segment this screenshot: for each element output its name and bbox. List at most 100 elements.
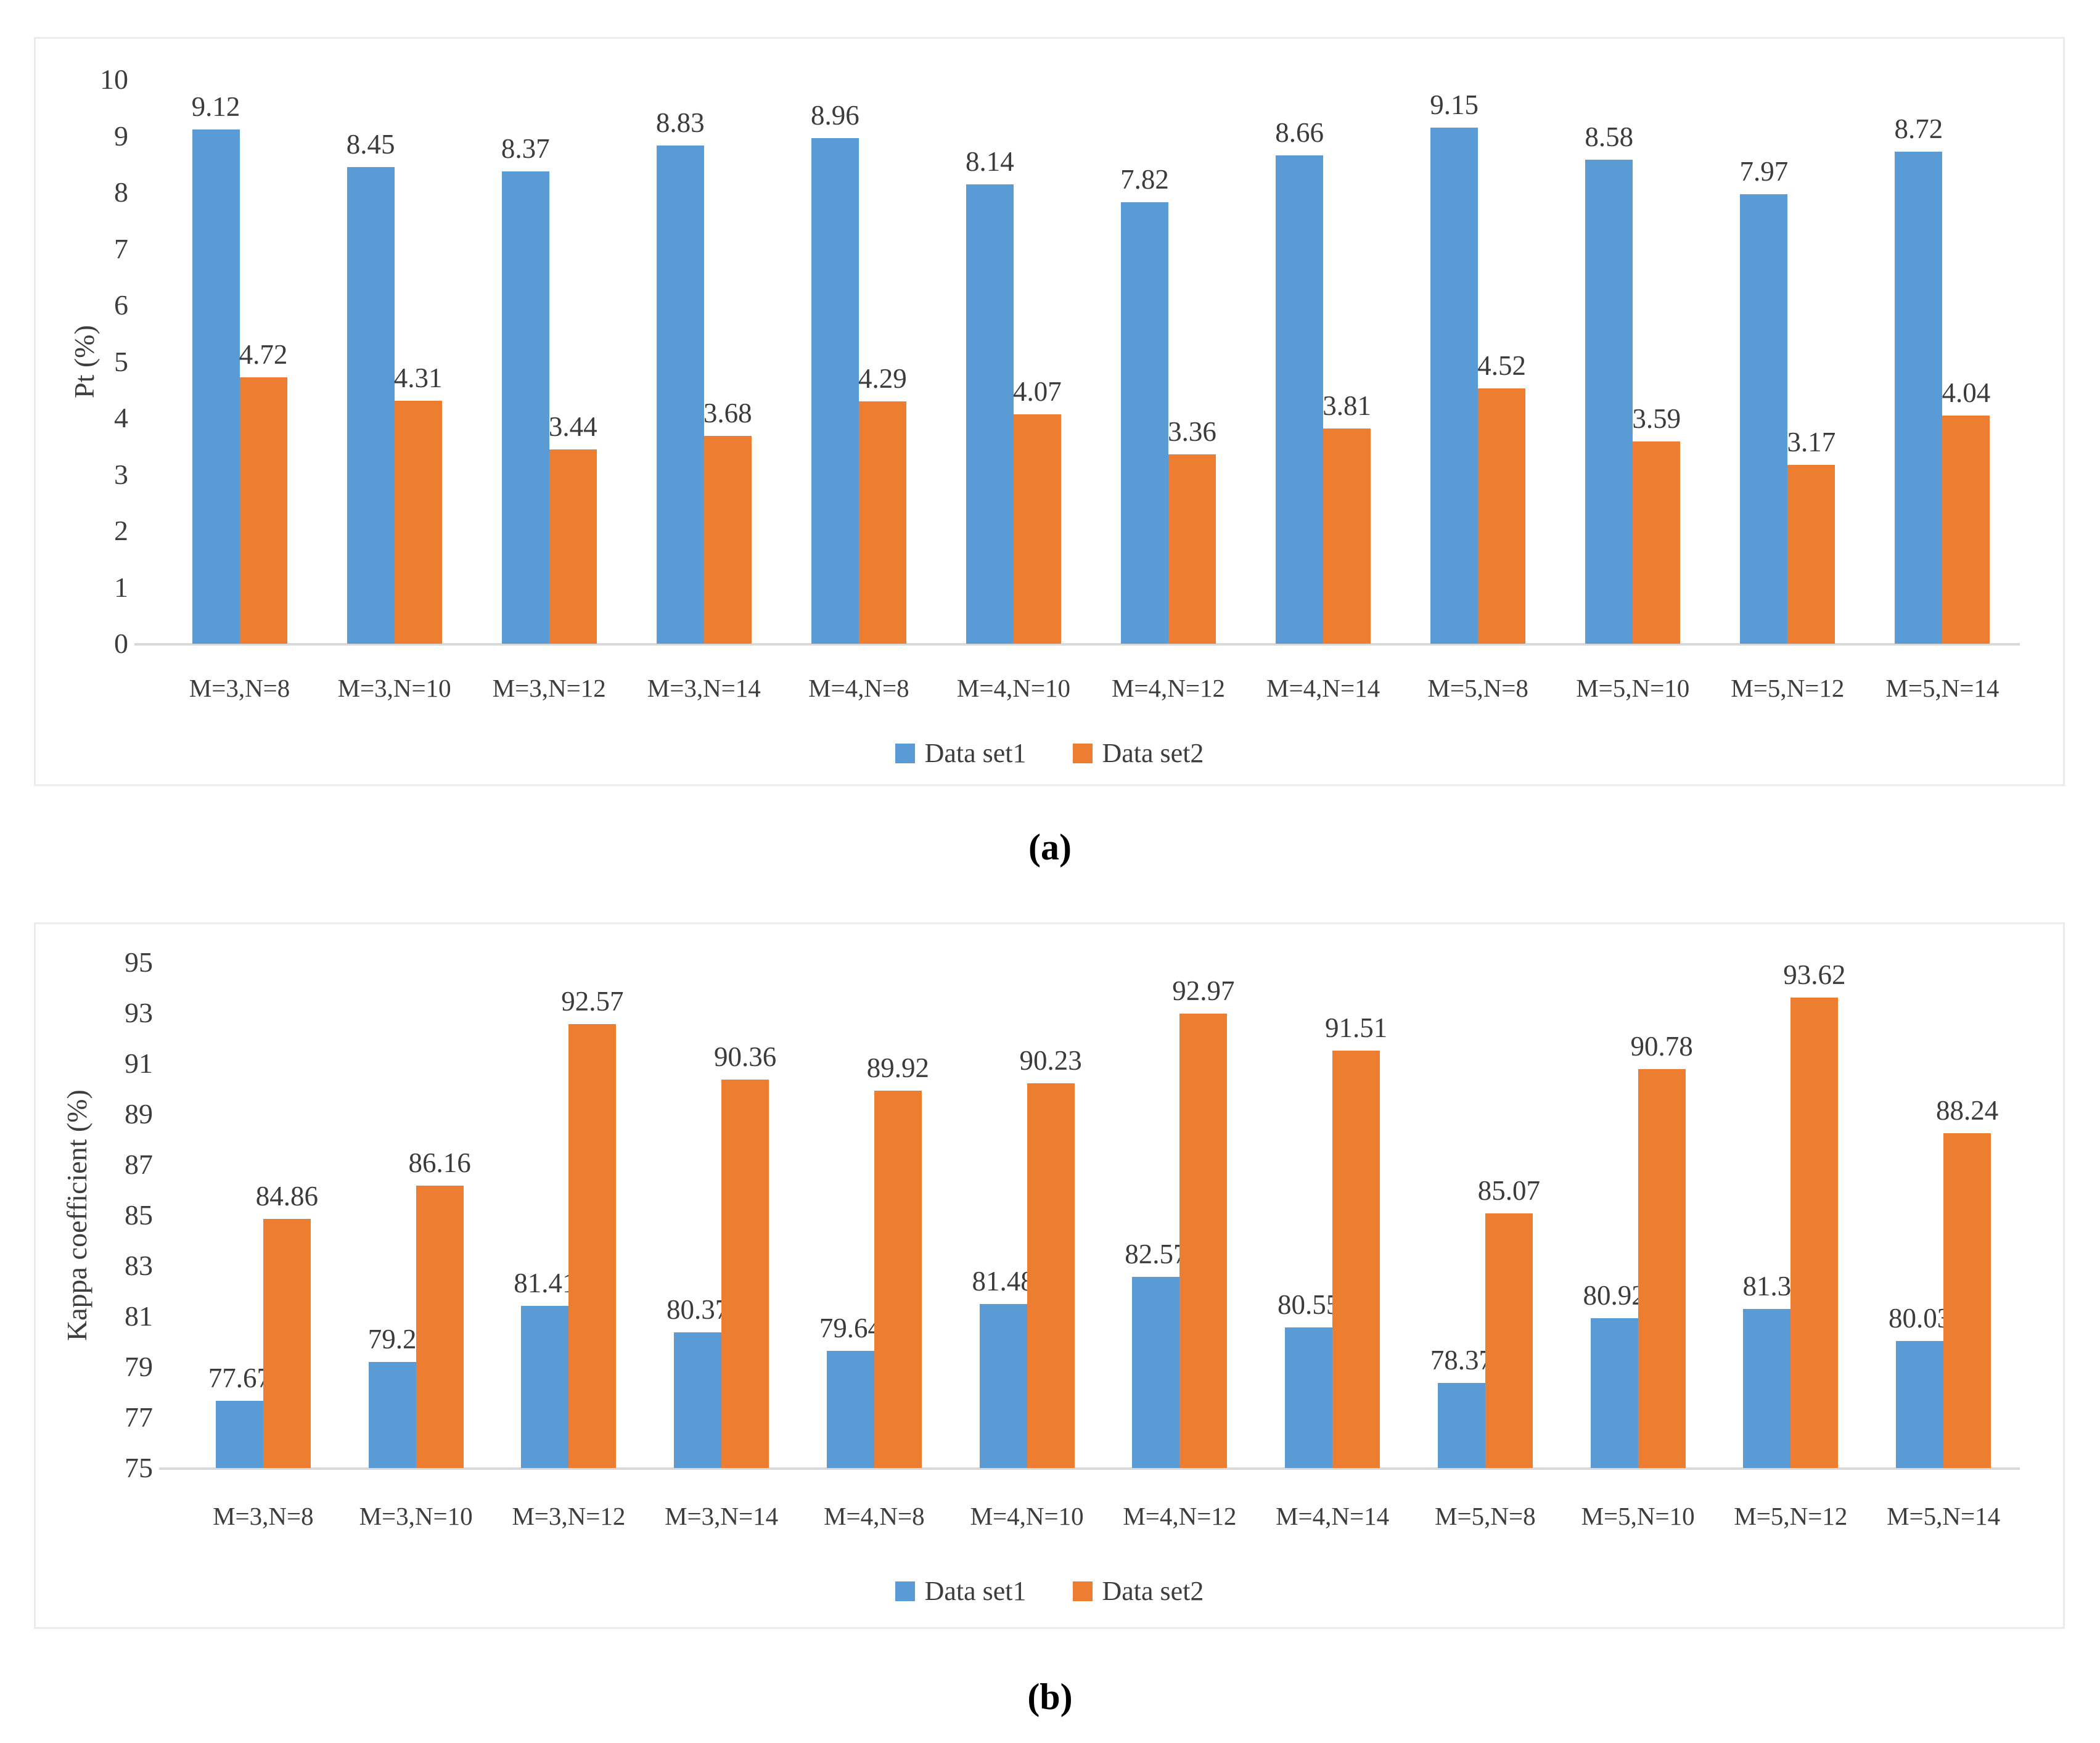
bar-dataset2: 85.07 (1478, 1177, 1540, 1468)
bar-value-label: 86.16 (408, 1147, 471, 1179)
bar-dataset1: 78.37 (1430, 1346, 1493, 1468)
y-axis-tick-label: 3 (114, 458, 128, 490)
bar-dataset2: 88.24 (1936, 1097, 1998, 1468)
bar-value-label: 77.67 (208, 1362, 271, 1393)
bar-dataset2: 93.62 (1783, 961, 1846, 1468)
legend: Data set1 Data set2 (36, 1578, 2063, 1605)
bar-value-label: 78.37 (1430, 1344, 1493, 1376)
bar-dataset2: 84.86 (256, 1182, 318, 1468)
legend-swatch-icon (1072, 744, 1093, 763)
bar-group: 80.03 88.24 M=5,N=14 (1867, 962, 2020, 1529)
bar-dataset1: 80.55 (1278, 1291, 1340, 1468)
x-axis-category-label: M=3,N=8 (189, 674, 290, 702)
bar-value-label: 8.14 (966, 146, 1014, 178)
legend-item-dataset2: Data set2 (1072, 738, 1204, 768)
bar-value-label: 93.62 (1783, 959, 1846, 990)
x-axis-category-label: M=3,N=12 (492, 674, 606, 702)
x-axis-category-label: M=3,N=12 (512, 1502, 626, 1530)
legend-label: Data set2 (1102, 738, 1204, 768)
bar-group: 80.92 90.78 M=5,N=10 (1562, 962, 1715, 1529)
y-axis-ticks: 95 93 91 89 87 85 83 81 79 77 75 (36, 948, 165, 1482)
bar-value-label: 4.72 (239, 339, 288, 371)
bar-dataset2: 3.68 (703, 400, 752, 644)
legend-swatch-icon (1072, 1581, 1093, 1601)
bar-group: 81.48 90.23 M=4,N=10 (951, 962, 1104, 1528)
x-axis-category-label: M=4,N=14 (1266, 674, 1380, 702)
bar-group: 7.97 3.17 M=5,N=12 (1710, 80, 1865, 700)
x-axis-category-label: M=3,N=10 (337, 674, 451, 702)
x-axis-category-label: M=5,N=14 (1887, 1502, 2001, 1530)
y-axis-tick-label: 93 (125, 997, 153, 1028)
bar-value-label: 4.04 (1942, 377, 1991, 409)
y-axis-tick-label: 89 (125, 1098, 153, 1130)
bar-dataset2: 90.36 (714, 1043, 776, 1468)
bar-value-label: 89.92 (866, 1052, 929, 1084)
bar-dataset1: 7.82 (1120, 166, 1169, 644)
bar-dataset2: 3.59 (1632, 404, 1681, 644)
bar-dataset2: 92.97 (1172, 977, 1235, 1468)
bar-dataset2: 4.31 (394, 364, 442, 644)
bar-value-label: 9.12 (191, 91, 240, 122)
x-axis-category-label: M=4,N=10 (956, 674, 1070, 702)
chart-panel-b: Kappa coefficient (%) 95 93 91 89 87 85 83 81 79… (34, 922, 2065, 1629)
plot-area: 9.12 4.72 M=3,N=8 8.45 4.31 M=3,N=10 8.37 3.44 M… (134, 80, 2020, 701)
y-axis-tick-label: 75 (125, 1452, 153, 1483)
bar-dataset1: 79.2 (368, 1325, 417, 1468)
bar-group: 9.15 4.52 M=5,N=8 (1401, 80, 1556, 700)
bar-group: 81.41 92.57 M=3,N=12 (493, 962, 646, 1528)
bar-value-label: 90.78 (1630, 1031, 1693, 1062)
y-axis-tick-label: 5 (114, 345, 128, 377)
bar-group: 8.58 3.59 M=5,N=10 (1556, 80, 1710, 700)
bar-dataset1: 77.67 (208, 1364, 271, 1468)
bar-dataset2: 3.44 (549, 413, 597, 644)
bar-value-label: 3.81 (1323, 390, 1371, 422)
bar-value-label: 8.45 (346, 128, 395, 160)
x-axis-category-label: M=4,N=12 (1111, 674, 1226, 702)
bar-dataset1: 9.15 (1430, 91, 1479, 644)
bar-group: 80.37 90.36 M=3,N=14 (645, 962, 798, 1529)
y-axis-ticks: 10 9 8 7 6 5 4 3 2 1 0 (36, 65, 141, 658)
bar-dataset2: 90.23 (1020, 1046, 1082, 1468)
y-axis-tick-label: 81 (125, 1300, 153, 1332)
legend-item-dataset1: Data set1 (895, 740, 1027, 767)
bar-value-label: 3.17 (1787, 426, 1836, 457)
bar-dataset2: 92.57 (561, 987, 624, 1468)
x-axis-category-label: M=5,N=8 (1435, 1502, 1536, 1530)
bar-value-label: 84.86 (255, 1180, 318, 1212)
bar-dataset2: 4.72 (239, 341, 287, 644)
bar-value-label: 4.29 (858, 363, 907, 395)
y-axis-tick-label: 2 (114, 515, 128, 546)
bar-value-label: 82.57 (1125, 1238, 1187, 1269)
y-axis-tick-label: 95 (125, 946, 153, 978)
bar-dataset1: 82.57 (1125, 1240, 1187, 1468)
bar-dataset1: 8.96 (811, 102, 859, 644)
bar-value-label: 4.07 (1013, 375, 1062, 407)
bar-dataset1: 8.83 (656, 109, 705, 644)
y-axis-tick-label: 83 (125, 1250, 153, 1281)
bar-group: 8.83 3.68 M=3,N=14 (626, 80, 781, 701)
legend-item-dataset1: Data set1 (895, 1578, 1027, 1605)
bar-value-label: 80.37 (667, 1294, 729, 1325)
x-axis-category-label: M=4,N=8 (824, 1502, 925, 1530)
bar-dataset1: 8.37 (501, 135, 550, 644)
y-axis-tick-label: 9 (114, 120, 128, 152)
bar-group: 7.82 3.36 M=4,N=12 (1091, 80, 1245, 701)
bar-value-label: 85.07 (1477, 1175, 1540, 1207)
bar-value-label: 3.36 (1168, 416, 1216, 447)
bar-dataset1: 8.45 (347, 130, 395, 644)
bar-dataset1: 80.92 (1583, 1282, 1646, 1468)
y-axis-tick-label: 1 (114, 571, 128, 603)
bar-dataset1: 81.3 (1743, 1272, 1791, 1468)
bar-group: 8.66 3.81 M=4,N=14 (1246, 80, 1401, 700)
bar-dataset1: 80.37 (667, 1295, 729, 1468)
bar-dataset1: 8.14 (966, 148, 1014, 644)
y-axis-tick-label: 85 (125, 1199, 153, 1231)
bar-value-label: 79.64 (819, 1312, 882, 1343)
x-axis-category-label: M=3,N=8 (213, 1502, 314, 1530)
bar-value-label: 4.31 (393, 362, 443, 393)
bar-value-label: 80.92 (1583, 1280, 1646, 1311)
bar-value-label: 92.57 (561, 985, 624, 1017)
y-axis-tick-label: 77 (125, 1401, 153, 1433)
bar-dataset2: 4.04 (1942, 379, 1990, 644)
y-axis-tick-label: 7 (114, 232, 128, 265)
